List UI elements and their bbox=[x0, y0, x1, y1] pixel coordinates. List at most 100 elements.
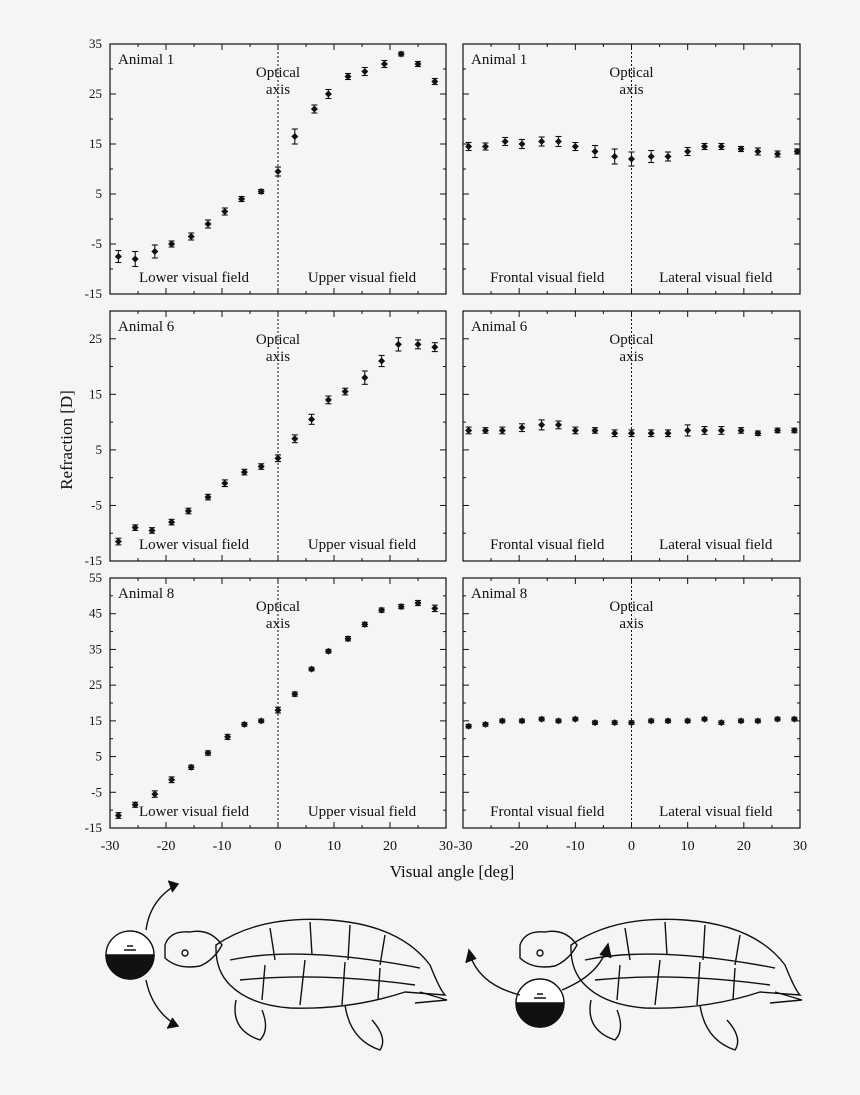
chart-panels: 35 25 15 5 -5 -15 Animal 1 Optical axis Lower vis… bbox=[85, 36, 807, 854]
panel: Animal 6 Optical axis Frontal visual field L… bbox=[462, 310, 801, 562]
data-point bbox=[628, 719, 635, 727]
data-point bbox=[571, 715, 579, 723]
optical-axis-annotation: Optical axis bbox=[609, 65, 653, 98]
data-point bbox=[324, 90, 332, 98]
data-point bbox=[414, 340, 422, 348]
data-point bbox=[240, 720, 248, 728]
data-point bbox=[431, 604, 439, 612]
turtle-icon bbox=[519, 918, 803, 1051]
data-point bbox=[204, 220, 212, 228]
data-point bbox=[647, 429, 655, 437]
data-point bbox=[224, 733, 232, 741]
arrow-left-icon bbox=[469, 954, 521, 996]
data-point bbox=[538, 715, 546, 723]
data-point bbox=[308, 665, 316, 673]
data-point bbox=[554, 421, 562, 429]
data-point bbox=[518, 717, 526, 725]
data-point bbox=[131, 524, 139, 532]
x-tick-label: -30 bbox=[454, 839, 473, 854]
panel-title: Animal 6 bbox=[118, 319, 175, 335]
y-tick-label: 35 bbox=[89, 641, 102, 656]
data-point bbox=[481, 720, 489, 728]
region-label-left: Frontal visual field bbox=[490, 270, 605, 286]
data-point bbox=[790, 426, 798, 434]
optical-axis-annotation: Optical axis bbox=[609, 599, 653, 632]
data-point bbox=[204, 749, 212, 757]
region-label-right: Lateral visual field bbox=[659, 804, 773, 820]
optical-axis-annotation: Optical axis bbox=[256, 332, 300, 365]
y-tick-label: 35 bbox=[89, 36, 102, 51]
arrow-down-icon bbox=[145, 979, 177, 1026]
data-point bbox=[341, 388, 349, 396]
y-tick-label: 25 bbox=[89, 331, 102, 346]
x-tick-label: -10 bbox=[566, 839, 585, 854]
turtle-vertical-illustration bbox=[105, 880, 448, 1051]
turtle-icon bbox=[164, 918, 448, 1051]
data-point bbox=[647, 153, 655, 160]
x-tick-label: -30 bbox=[101, 839, 120, 854]
data-point bbox=[591, 719, 599, 727]
panel: 25 15 5 -5 -15 Animal 6 Optical axis Lower visua… bbox=[85, 310, 447, 568]
x-tick-label: 30 bbox=[793, 839, 807, 854]
data-point bbox=[684, 148, 692, 155]
x-axis-label: Visual angle [deg] bbox=[390, 862, 515, 881]
data-point bbox=[431, 343, 439, 351]
data-point bbox=[754, 717, 762, 725]
data-point bbox=[554, 138, 562, 145]
region-label-left: Lower visual field bbox=[139, 537, 249, 553]
data-point bbox=[168, 776, 176, 784]
data-point bbox=[324, 396, 332, 404]
region-label-left: Frontal visual field bbox=[490, 804, 605, 820]
data-point bbox=[378, 357, 386, 365]
data-point bbox=[131, 801, 139, 809]
x-tick-label: 10 bbox=[681, 839, 695, 854]
data-point bbox=[737, 145, 745, 153]
data-point bbox=[498, 717, 506, 725]
y-tick-label: 15 bbox=[89, 136, 102, 151]
data-point bbox=[257, 463, 265, 471]
data-point bbox=[414, 599, 422, 607]
data-point bbox=[591, 148, 599, 155]
panel-title: Animal 1 bbox=[118, 52, 174, 68]
region-label-right: Upper visual field bbox=[308, 804, 417, 820]
data-point bbox=[481, 143, 489, 150]
data-point bbox=[501, 138, 509, 145]
y-tick-label: 15 bbox=[89, 386, 102, 401]
data-point bbox=[465, 426, 473, 434]
x-tick-label: 10 bbox=[327, 839, 341, 854]
data-point bbox=[664, 153, 672, 160]
optical-axis-annotation: Optical axis bbox=[256, 599, 300, 632]
data-point bbox=[684, 717, 692, 725]
y-tick-label: -5 bbox=[91, 784, 102, 799]
data-point bbox=[701, 715, 709, 723]
data-point bbox=[148, 526, 156, 534]
data-point bbox=[344, 73, 352, 80]
x-tick-label: 30 bbox=[439, 839, 453, 854]
panel-title: Animal 8 bbox=[118, 586, 174, 602]
data-point bbox=[151, 790, 159, 798]
data-point bbox=[131, 255, 139, 263]
data-point bbox=[754, 148, 762, 155]
turtle-horizontal-illustration bbox=[465, 918, 803, 1051]
data-point bbox=[114, 538, 122, 546]
data-point bbox=[310, 105, 318, 113]
data-point bbox=[397, 603, 405, 611]
x-tick-label: -10 bbox=[213, 839, 232, 854]
panel: Animal 1 Optical axis Frontal visual field L… bbox=[462, 43, 801, 295]
data-point bbox=[257, 188, 265, 195]
data-point bbox=[114, 253, 122, 260]
data-point bbox=[717, 426, 725, 434]
y-tick-label: -15 bbox=[85, 286, 102, 301]
x-tick-label: -20 bbox=[157, 839, 176, 854]
x-tick-label: 20 bbox=[737, 839, 751, 854]
data-point bbox=[204, 493, 212, 501]
data-point bbox=[361, 68, 369, 75]
eye-diagram-icon bbox=[515, 978, 565, 1028]
data-point bbox=[257, 717, 265, 725]
panel: 35 25 15 5 -5 -15 Animal 1 Optical axis Lower vis… bbox=[85, 36, 447, 301]
data-point bbox=[793, 148, 801, 155]
data-point bbox=[737, 426, 745, 434]
data-point bbox=[274, 706, 282, 714]
x-tick-label: 20 bbox=[383, 839, 397, 854]
